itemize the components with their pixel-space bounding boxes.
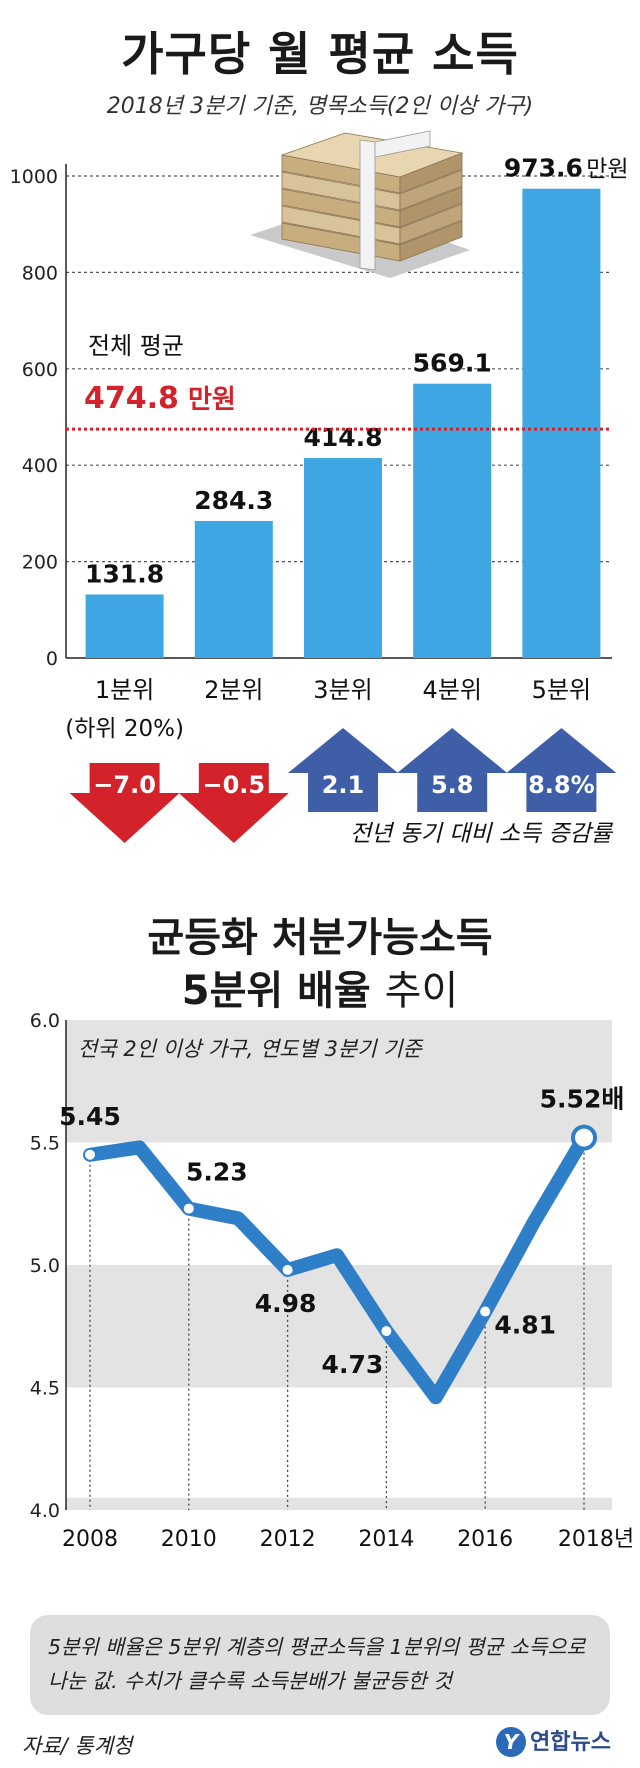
category-note: (하위 20%) xyxy=(65,716,184,742)
y-tick-label: 4.0 xyxy=(30,1500,60,1522)
bar xyxy=(522,188,601,658)
grid-band xyxy=(66,1497,612,1510)
category-label: 2분위 xyxy=(204,676,263,704)
point-label: 4.98 xyxy=(255,1289,317,1318)
grid-band xyxy=(66,1020,612,1143)
money-bundle-icon xyxy=(250,130,470,278)
point-label: 5.23 xyxy=(186,1158,248,1187)
x-tick-label: 2014 xyxy=(358,1527,414,1552)
note-box xyxy=(30,1615,610,1715)
change-label: −7.0 xyxy=(93,771,156,799)
data-point xyxy=(571,1124,597,1151)
y-tick-label: 6.0 xyxy=(30,1010,60,1032)
point-label: 4.73 xyxy=(322,1350,384,1379)
point-label: 4.81 xyxy=(494,1311,556,1340)
y-tick-label: 0 xyxy=(46,648,58,670)
category-label: 4분위 xyxy=(422,676,481,704)
data-point xyxy=(183,1203,194,1214)
point-label: 5.45 xyxy=(59,1102,121,1131)
average-title: 전체 평균 xyxy=(88,332,184,360)
data-point xyxy=(381,1326,392,1337)
up-arrow-icon xyxy=(506,728,617,812)
x-tick-label: 2012 xyxy=(260,1527,316,1552)
line-chart-title-bold: 5분위 배율 xyxy=(181,968,371,1014)
category-label: 3분위 xyxy=(313,676,372,704)
bar-value-label: 973.6 xyxy=(504,154,583,183)
y-tick-label: 1000 xyxy=(10,166,58,188)
x-tick-label: 2008 xyxy=(62,1527,118,1552)
line-chart-title-light: 추이 xyxy=(384,968,459,1014)
logo-mark-icon: Y xyxy=(496,1727,526,1757)
change-label: 8.8% xyxy=(528,771,595,799)
bar-value-label: 569.1 xyxy=(413,349,492,378)
bar-value-label: 284.3 xyxy=(194,486,273,515)
note-text: 5분위 배율은 5분위 계층의 평균소득을 1분위의 평균 소득으로 나눈 값.… xyxy=(48,1635,586,1693)
change-label: 5.8 xyxy=(431,771,474,799)
change-label: −0.5 xyxy=(202,771,265,799)
bar-value-label: 131.8 xyxy=(85,559,164,588)
bar xyxy=(304,458,382,658)
average-unit: 만원 xyxy=(188,385,236,415)
logo-text: 연합뉴스 xyxy=(530,1730,611,1755)
average-value: 474.8 xyxy=(84,381,179,416)
chart-subtitle: 2018년 3분기 기준, 명목소득(2인 이상 가구) xyxy=(106,94,534,119)
income-bar-chart: 0 200 400 600 800 1000 131.8 1분위 (하위 20%) −7.0 284… xyxy=(10,130,629,847)
up-arrow-icon xyxy=(288,728,398,812)
source-text: 자료/ 통계청 xyxy=(22,1734,133,1758)
line-chart-title-2: 5분위 배율 추이 xyxy=(0,958,640,1016)
bar xyxy=(85,594,164,658)
x-tick-label: 2018년 xyxy=(558,1527,634,1552)
up-arrow-icon xyxy=(397,728,508,812)
down-arrow-icon xyxy=(178,763,289,843)
y-tick-label: 5.5 xyxy=(30,1133,60,1155)
data-point xyxy=(480,1306,491,1317)
down-arrow-icon xyxy=(69,763,180,843)
y-tick-label: 200 xyxy=(22,552,58,574)
line-chart-title: 균등화 처분가능소득 xyxy=(147,915,493,961)
chart-title: 가구당 월 평균 소득 xyxy=(121,27,519,81)
bar xyxy=(194,520,273,658)
x-tick-label: 2016 xyxy=(457,1527,513,1552)
change-label: 2.1 xyxy=(322,771,365,799)
category-label: 5분위 xyxy=(532,676,591,704)
grid-band xyxy=(66,1265,612,1388)
x-tick-label: 2010 xyxy=(161,1527,217,1552)
series-line xyxy=(83,1130,591,1405)
change-caption: 전년 동기 대비 소득 증감률 xyxy=(350,821,614,847)
line-chart-subtitle: 전국 2인 이상 가구, 연도별 3분기 기준 xyxy=(78,1037,424,1061)
bar-value-unit: 만원 xyxy=(586,157,628,183)
y-tick-label: 800 xyxy=(22,262,58,284)
category-label: 1분위 xyxy=(95,676,154,704)
y-tick-label: 400 xyxy=(22,455,58,477)
data-point xyxy=(85,1149,95,1160)
ratio-line-chart: 4.0 4.5 5.0 5.5 6.0 전국 2인 이상 가구, 연도별 3분기 기준 5.… xyxy=(30,1010,634,1552)
point-label: 5.52배 xyxy=(540,1085,625,1114)
data-point xyxy=(282,1264,293,1275)
y-tick-label: 5.0 xyxy=(30,1255,60,1277)
yonhap-logo: Y 연합뉴스 xyxy=(496,1724,611,1757)
y-tick-label: 4.5 xyxy=(30,1378,60,1400)
y-tick-label: 600 xyxy=(22,359,58,381)
